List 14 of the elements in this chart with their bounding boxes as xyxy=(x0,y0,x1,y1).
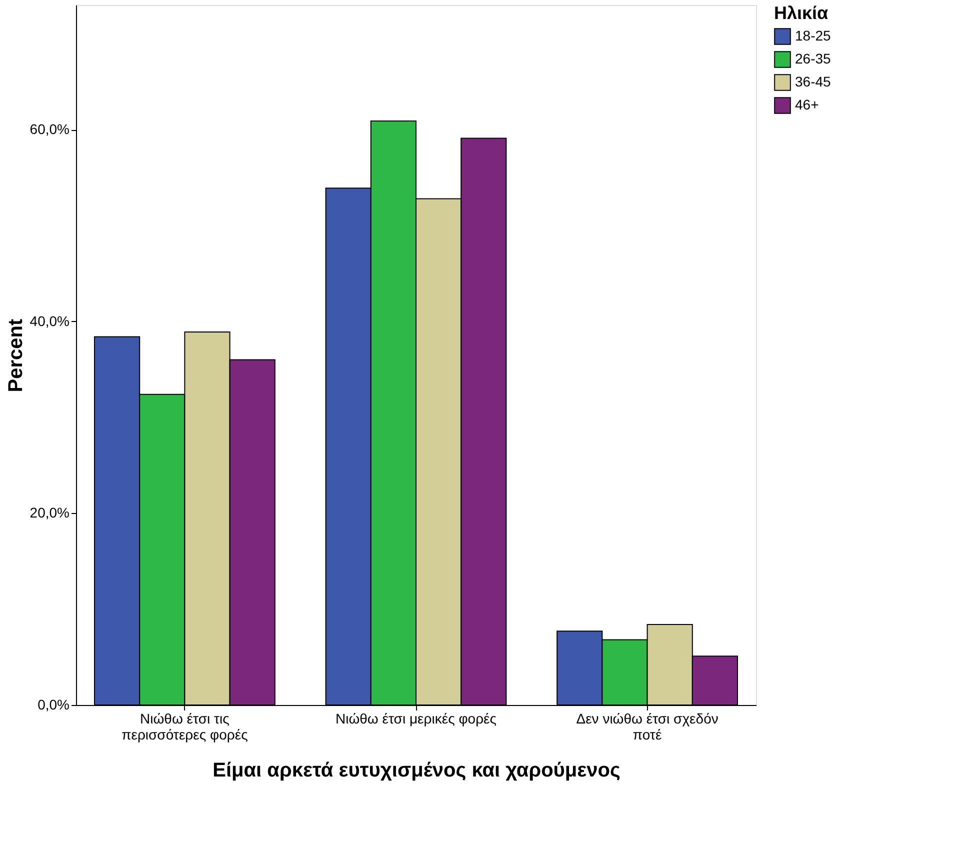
y-tick-label: 60,0% xyxy=(30,121,70,138)
y-tick-label: 0,0% xyxy=(38,696,70,712)
x-tick-label: Δεν νιώθω έτσι σχεδόν ποτέ xyxy=(576,710,718,742)
x-tick-label: Νιώθω έτσι μερικές φορές xyxy=(335,710,497,726)
y-axis-title: Percent xyxy=(4,318,27,392)
legend-label: 36-45 xyxy=(795,74,832,90)
y-tick-label: 40,0% xyxy=(30,312,70,329)
legend-label: 26-35 xyxy=(795,50,832,66)
x-axis-title: Είμαι αρκετά ευτυχισμένος και χαρούμενος xyxy=(212,760,620,782)
x-tick-label: Νιώθω έτσι τις περισσότερες φορές xyxy=(122,710,248,742)
legend-label: 18-25 xyxy=(795,28,832,44)
legend-label: 46+ xyxy=(795,96,819,112)
y-tick-label: 20,0% xyxy=(30,504,70,521)
legend-title: Ηλικία xyxy=(774,3,828,23)
